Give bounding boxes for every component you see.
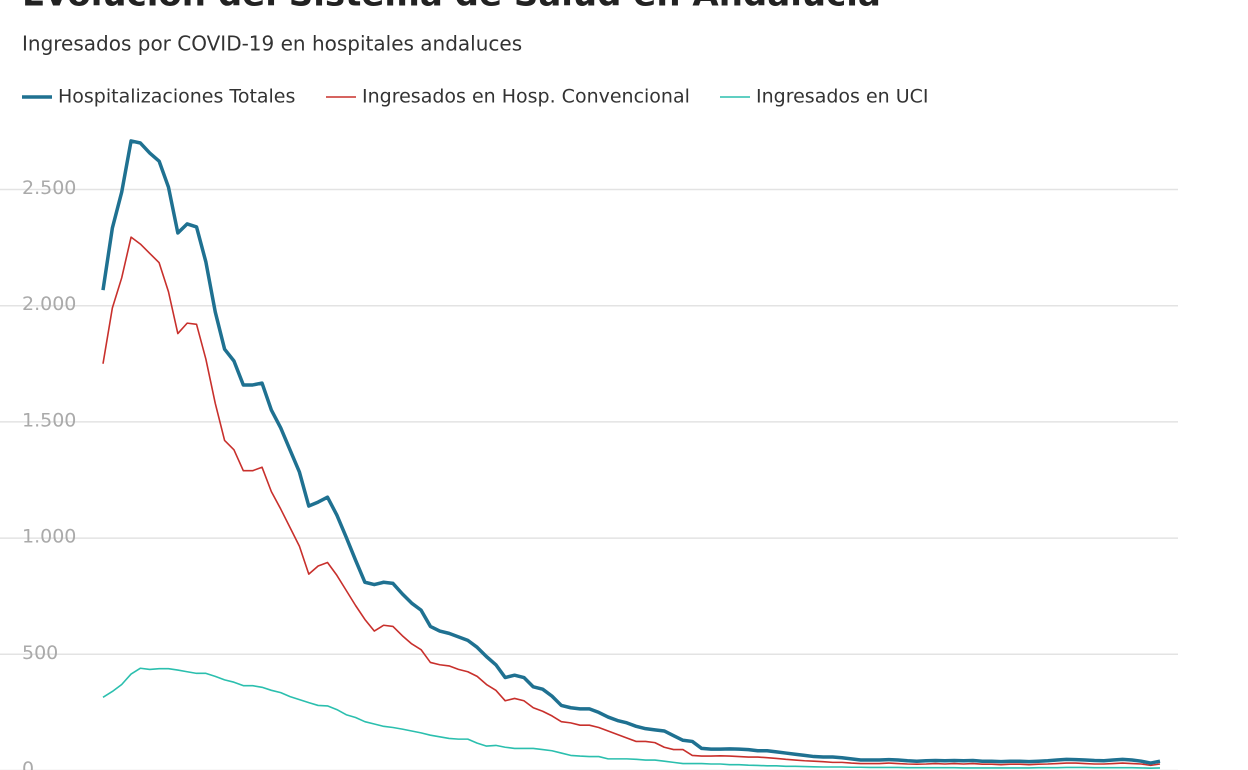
legend-label: Ingresados en Hosp. Convencional	[362, 86, 690, 108]
chart-subtitle: Ingresados por COVID-19 en hospitales an…	[22, 32, 522, 56]
series-line	[101, 139, 1161, 765]
series-line	[102, 667, 1161, 769]
y-tick-label: 1.500	[22, 409, 76, 431]
y-tick-label: 1.000	[22, 526, 76, 548]
y-tick-label: 2.000	[22, 293, 76, 315]
y-tick-label: 0	[22, 758, 34, 770]
y-tick-label: 500	[22, 642, 58, 664]
y-tick-label: 2.500	[22, 177, 76, 199]
series-line	[102, 236, 1161, 767]
legend-label: Hospitalizaciones Totales	[58, 86, 295, 108]
chart-title: Evolución del Sistema de Salud en Andalu…	[22, 0, 881, 15]
legend-label: Ingresados en UCI	[756, 86, 929, 108]
